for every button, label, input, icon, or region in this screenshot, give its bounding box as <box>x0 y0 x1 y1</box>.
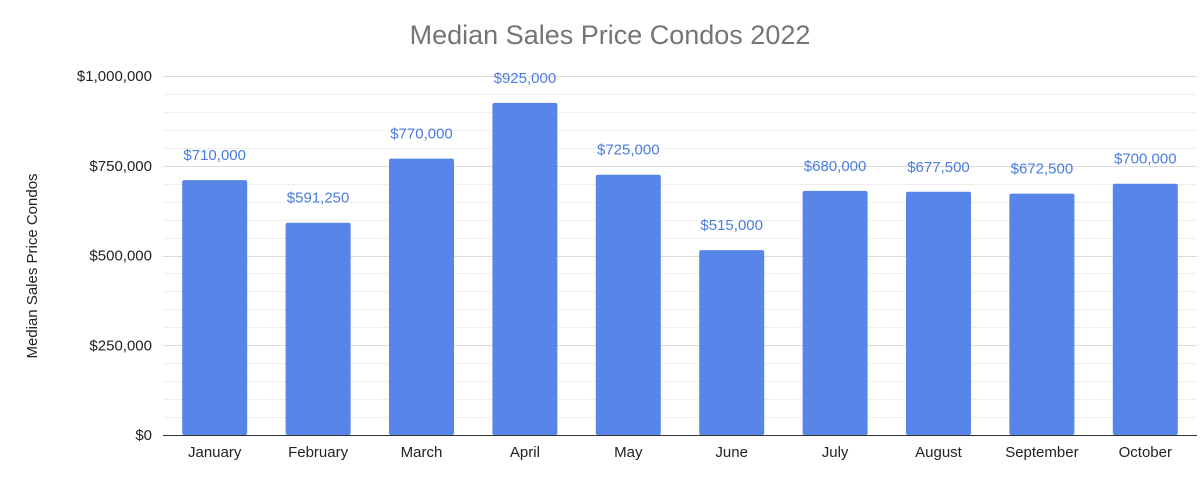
bar-january[interactable] <box>182 180 248 435</box>
x-tick-label: April <box>510 444 540 461</box>
chart-title: Median Sales Price Condos 2022 <box>410 20 811 50</box>
data-label-june: $515,000 <box>700 217 763 234</box>
bar-october[interactable] <box>1112 183 1178 435</box>
bar-september[interactable] <box>1009 193 1075 435</box>
bar-august[interactable] <box>906 191 971 435</box>
x-tick-label: October <box>1119 444 1172 461</box>
data-label-march: $770,000 <box>390 126 453 143</box>
x-tick-label: June <box>715 444 748 461</box>
bar-june[interactable] <box>699 250 765 435</box>
x-tick-label: July <box>822 444 849 461</box>
bar-may[interactable] <box>595 174 661 435</box>
bar-april[interactable] <box>492 102 558 436</box>
x-tick-label: August <box>915 444 963 461</box>
x-tick-label: March <box>401 444 443 461</box>
data-label-july: $680,000 <box>804 158 867 175</box>
y-tick-label: $750,000 <box>89 158 152 175</box>
bar-february[interactable] <box>285 222 351 435</box>
x-tick-label: January <box>188 444 242 461</box>
x-tick-label: September <box>1005 444 1078 461</box>
data-labels: $710,000 $591,250 $770,000 $925,000 $725,000… <box>183 70 1176 234</box>
x-tick-label: May <box>614 444 643 461</box>
data-label-may: $725,000 <box>597 142 660 159</box>
x-axis-ticks: January February March April May June July Augu… <box>188 444 1172 461</box>
data-label-october: $700,000 <box>1114 151 1177 168</box>
data-label-january: $710,000 <box>183 147 246 164</box>
y-axis-ticks: $0 $250,000 $500,000 $750,000 $1,000,000 <box>77 68 152 444</box>
y-tick-label: $500,000 <box>89 248 152 265</box>
bar-july[interactable] <box>802 190 868 435</box>
data-label-february: $591,250 <box>287 190 350 207</box>
y-axis-label: Median Sales Price Condos <box>24 173 41 358</box>
y-tick-label: $0 <box>135 427 152 444</box>
y-tick-label: $250,000 <box>89 337 152 354</box>
bars <box>182 102 1178 436</box>
y-tick-label: $1,000,000 <box>77 68 152 85</box>
bar-march[interactable] <box>389 158 454 435</box>
data-label-august: $677,500 <box>907 159 970 176</box>
x-tick-label: February <box>288 444 349 461</box>
data-label-april: $925,000 <box>494 70 557 87</box>
data-label-september: $672,500 <box>1011 161 1074 178</box>
